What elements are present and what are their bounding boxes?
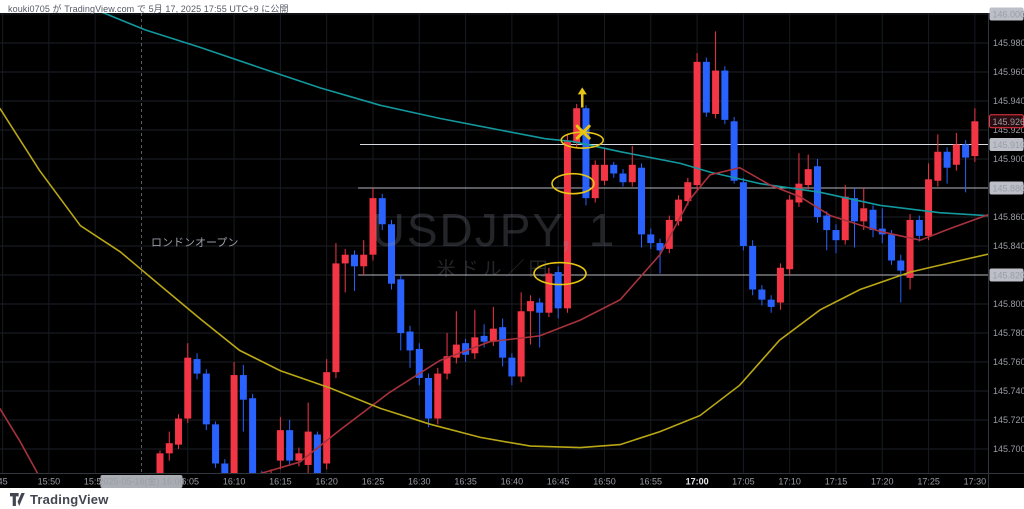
ma_red bbox=[257, 166, 988, 474]
svg-text:17:00: 17:00 bbox=[686, 477, 709, 487]
svg-text:145.800: 145.800 bbox=[993, 299, 1024, 309]
svg-text:145.820: 145.820 bbox=[993, 271, 1024, 281]
svg-text:17:25: 17:25 bbox=[917, 477, 940, 487]
svg-text:145.740: 145.740 bbox=[993, 386, 1024, 396]
price-level-badge bbox=[989, 268, 1024, 282]
svg-text:145.840: 145.840 bbox=[993, 241, 1024, 251]
ema_teal bbox=[101, 13, 988, 217]
price-axis[interactable] bbox=[988, 13, 1024, 488]
svg-text:16:10: 16:10 bbox=[223, 477, 246, 487]
svg-text:16:45: 16:45 bbox=[547, 477, 570, 487]
publish-info: kouki0705 が TradingView.com で 5月 17, 202… bbox=[8, 4, 289, 14]
price-level-badge bbox=[989, 181, 1024, 195]
svg-text:145.926: 145.926 bbox=[993, 117, 1024, 127]
svg-text:145.760: 145.760 bbox=[993, 357, 1024, 367]
svg-text:17:30: 17:30 bbox=[964, 477, 987, 487]
horizontal-rays[interactable] bbox=[358, 144, 988, 276]
svg-text:145.910: 145.910 bbox=[993, 140, 1024, 150]
svg-text:16:25: 16:25 bbox=[362, 477, 385, 487]
tradingview-logo[interactable]: TradingView bbox=[10, 492, 109, 507]
svg-text:16:55: 16:55 bbox=[640, 477, 663, 487]
svg-text:16:05: 16:05 bbox=[177, 477, 200, 487]
svg-text:17:20: 17:20 bbox=[871, 477, 894, 487]
svg-text:145.700: 145.700 bbox=[993, 444, 1024, 454]
svg-text:17:10: 17:10 bbox=[778, 477, 801, 487]
svg-text:16:50: 16:50 bbox=[593, 477, 616, 487]
svg-text:16:15: 16:15 bbox=[269, 477, 292, 487]
price-tick-labels: 146.000145.980145.960145.940145.920145.9… bbox=[989, 7, 1024, 454]
tradingview-logo-text: TradingView bbox=[30, 492, 109, 507]
svg-text:145.720: 145.720 bbox=[993, 415, 1024, 425]
svg-text:145.860: 145.860 bbox=[993, 212, 1024, 222]
drawing-annotations[interactable] bbox=[533, 87, 605, 286]
svg-text:15:55: 15:55 bbox=[84, 477, 107, 487]
highlight-ellipse bbox=[551, 172, 595, 195]
time-axis[interactable] bbox=[0, 473, 1024, 489]
svg-text:16:30: 16:30 bbox=[408, 477, 431, 487]
moving-average-lines bbox=[0, 13, 988, 474]
ma_red_left bbox=[0, 407, 39, 474]
svg-text:146.000: 146.000 bbox=[993, 10, 1024, 20]
price-level-badge bbox=[989, 138, 1024, 151]
svg-text:16:40: 16:40 bbox=[501, 477, 524, 487]
svg-text:17:05: 17:05 bbox=[732, 477, 755, 487]
svg-text:145.940: 145.940 bbox=[993, 96, 1024, 106]
svg-text:145.920: 145.920 bbox=[993, 125, 1024, 135]
svg-text:145.980: 145.980 bbox=[993, 38, 1024, 48]
svg-text:15:50: 15:50 bbox=[38, 477, 61, 487]
svg-text:45: 45 bbox=[0, 477, 8, 487]
svg-text:145.960: 145.960 bbox=[993, 67, 1024, 77]
time-tick-labels: 45 15:50 15:55 16:05 16:10 16:15 16:20 16:25 16:… bbox=[0, 475, 986, 488]
svg-text:16:35: 16:35 bbox=[454, 477, 477, 487]
ma_yellow bbox=[0, 107, 988, 449]
london-open-label: ロンドンオープン bbox=[151, 237, 239, 249]
svg-text:2025-05-16(金) 16:00: 2025-05-16(金) 16:00 bbox=[98, 476, 184, 487]
candlestick-series[interactable] bbox=[156, 31, 979, 486]
highlight-ellipse bbox=[533, 261, 587, 286]
tradingview-logo-icon bbox=[10, 493, 25, 506]
svg-text:145.780: 145.780 bbox=[993, 328, 1024, 338]
svg-text:145.900: 145.900 bbox=[993, 154, 1024, 164]
svg-text:16:20: 16:20 bbox=[315, 477, 338, 487]
date-badge bbox=[100, 475, 183, 488]
svg-text:145.880: 145.880 bbox=[993, 184, 1024, 194]
svg-text:17:15: 17:15 bbox=[825, 477, 848, 487]
price-level-badge bbox=[989, 7, 1024, 21]
